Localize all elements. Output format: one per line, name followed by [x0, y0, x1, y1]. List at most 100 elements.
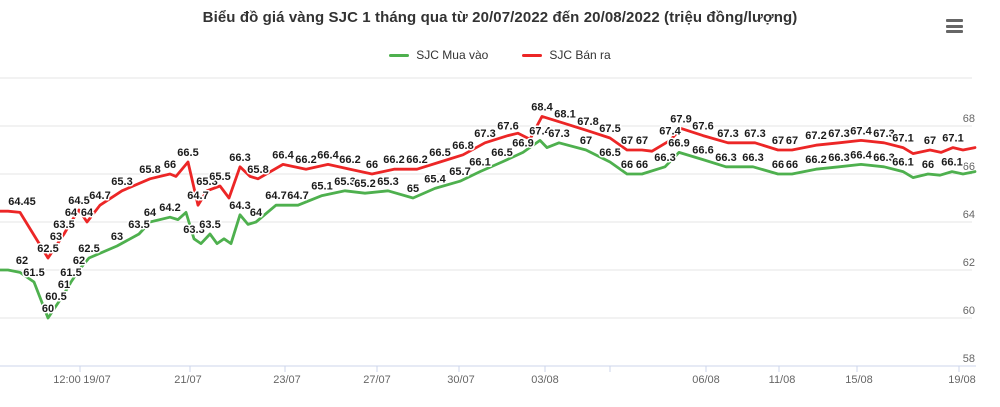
data-label-ban-ra: 66 — [366, 159, 378, 171]
x-axis-label: 19/07 — [83, 374, 111, 386]
data-label-mua-vao: 60.5 — [45, 291, 66, 303]
data-label-mua-vao: 61 — [58, 279, 70, 291]
data-label-mua-vao: 66.4 — [850, 149, 872, 161]
data-label-mua-vao: 65 — [407, 183, 419, 195]
data-label-mua-vao: 63.5 — [199, 219, 220, 231]
data-label-ban-ra: 64.7 — [187, 190, 208, 202]
data-label-mua-vao: 66.5 — [491, 147, 512, 159]
data-label-mua-vao: 64.3 — [229, 200, 250, 212]
data-label-mua-vao: 61.5 — [60, 267, 81, 279]
x-axis-label: 11/08 — [769, 374, 796, 386]
data-label-mua-vao: 64 — [144, 207, 157, 219]
data-label-mua-vao: 62 — [16, 255, 28, 267]
data-label-ban-ra: 65.8 — [247, 164, 268, 176]
data-label-ban-ra: 65.5 — [209, 171, 230, 183]
data-label-ban-ra: 67 — [621, 135, 633, 147]
legend-item-sjc-mua-vao[interactable]: SJC Mua vào — [389, 48, 488, 62]
data-label-mua-vao: 65.1 — [311, 181, 332, 193]
data-label-mua-vao: 63.5 — [128, 219, 149, 231]
x-axis-label: 21/07 — [174, 374, 202, 386]
x-axis-label: 12:00 — [53, 374, 81, 386]
data-label-mua-vao: 66.3 — [828, 152, 849, 164]
data-label-ban-ra: 66.2 — [295, 154, 316, 166]
data-label-mua-vao: 62 — [73, 255, 85, 267]
data-label-ban-ra: 65.3 — [196, 176, 217, 188]
data-label-ban-ra: 66.5 — [177, 147, 198, 159]
data-label-mua-vao: 66 — [922, 159, 934, 171]
data-label-ban-ra: 64.5 — [68, 195, 89, 207]
data-label-ban-ra: 67.3 — [828, 128, 849, 140]
data-label-mua-vao: 67 — [580, 135, 592, 147]
legend-line-marker-green — [389, 53, 410, 57]
series-line-sjc-mua-vao[interactable] — [0, 138, 977, 320]
data-label-mua-vao: 67.4 — [529, 125, 551, 137]
data-label-mua-vao: 67.3 — [548, 128, 569, 140]
data-label-ban-ra: 64 — [81, 207, 94, 219]
data-label-mua-vao: 66.9 — [512, 137, 533, 149]
data-label-ban-ra: 64.7 — [89, 190, 110, 202]
data-label-mua-vao: 66.3 — [742, 152, 763, 164]
data-label-ban-ra: 68.4 — [531, 101, 553, 113]
data-label-ban-ra: 67.2 — [805, 130, 826, 142]
data-label-ban-ra: 67.9 — [670, 113, 691, 125]
data-label-mua-vao: 65.7 — [449, 166, 470, 178]
data-label-ban-ra: 66.4 — [272, 149, 294, 161]
data-label-ban-ra: 64 — [65, 207, 78, 219]
data-label-ban-ra: 67 — [924, 135, 936, 147]
legend-line-marker-red — [522, 53, 543, 57]
data-label-ban-ra: 67.3 — [873, 128, 894, 140]
data-label-ban-ra: 66.2 — [406, 154, 427, 166]
legend-item-sjc-ban-ra[interactable]: SJC Bán ra — [522, 48, 611, 62]
data-label-ban-ra: 66.3 — [229, 152, 250, 164]
y-axis-label: 66 — [963, 161, 975, 173]
data-label-ban-ra: 67.6 — [692, 121, 713, 133]
data-label-mua-vao: 64.7 — [287, 190, 308, 202]
series-line-sjc-ban-ra[interactable] — [0, 115, 977, 260]
data-label-ban-ra: 63 — [50, 231, 62, 243]
x-axis-label: 30/07 — [447, 374, 475, 386]
y-axis-label: 64 — [963, 209, 975, 221]
hamburger-icon — [946, 30, 963, 33]
data-label-mua-vao: 65.4 — [424, 173, 446, 185]
y-axis-label: 58 — [963, 353, 975, 365]
data-label-mua-vao: 66.3 — [654, 152, 675, 164]
data-label-mua-vao: 63 — [111, 231, 123, 243]
data-label-ban-ra: 67.4 — [659, 125, 681, 137]
data-label-ban-ra: 66.5 — [429, 147, 450, 159]
legend-label-mua-vao: SJC Mua vào — [416, 48, 489, 62]
data-label-mua-vao: 62.5 — [78, 243, 99, 255]
data-label-mua-vao: 66.5 — [599, 147, 620, 159]
data-label-ban-ra: 67 — [786, 135, 798, 147]
hamburger-icon — [946, 24, 963, 28]
data-label-mua-vao: 61.5 — [23, 267, 44, 279]
y-axis-label: 68 — [963, 113, 975, 125]
data-label-ban-ra: 66 — [164, 159, 176, 171]
data-label-mua-vao: 66.1 — [469, 157, 490, 169]
data-label-mua-vao: 66.1 — [941, 157, 962, 169]
x-axis-label: 15/08 — [845, 374, 873, 386]
data-label-mua-vao: 65.3 — [334, 176, 355, 188]
data-label-mua-vao: 66 — [772, 159, 784, 171]
data-label-mua-vao: 66.1 — [892, 157, 913, 169]
data-label-ban-ra: 67.4 — [850, 125, 872, 137]
data-label-mua-vao: 66 — [621, 159, 633, 171]
x-axis-label: 19/08 — [948, 374, 976, 386]
data-label-mua-vao: 66.6 — [692, 145, 713, 157]
data-label-mua-vao: 64.7 — [265, 190, 286, 202]
hamburger-icon — [946, 19, 963, 22]
data-label-ban-ra: 68.1 — [554, 109, 575, 121]
chart-title: Biểu đồ giá vàng SJC 1 tháng qua từ 20/0… — [202, 9, 798, 26]
data-label-ban-ra: 65.8 — [139, 164, 160, 176]
data-label-ban-ra: 67 — [772, 135, 784, 147]
data-label-mua-vao: 66.9 — [668, 137, 689, 149]
data-label-mua-vao: 64.2 — [159, 202, 180, 214]
data-label-mua-vao: 66.3 — [715, 152, 736, 164]
data-label-mua-vao: 64 — [250, 207, 263, 219]
chart-menu-button[interactable] — [946, 17, 966, 35]
data-label-mua-vao: 66.3 — [873, 152, 894, 164]
data-label-ban-ra: 66.2 — [339, 154, 360, 166]
data-label-mua-vao: 66 — [636, 159, 648, 171]
data-label-mua-vao: 63.3 — [183, 224, 204, 236]
